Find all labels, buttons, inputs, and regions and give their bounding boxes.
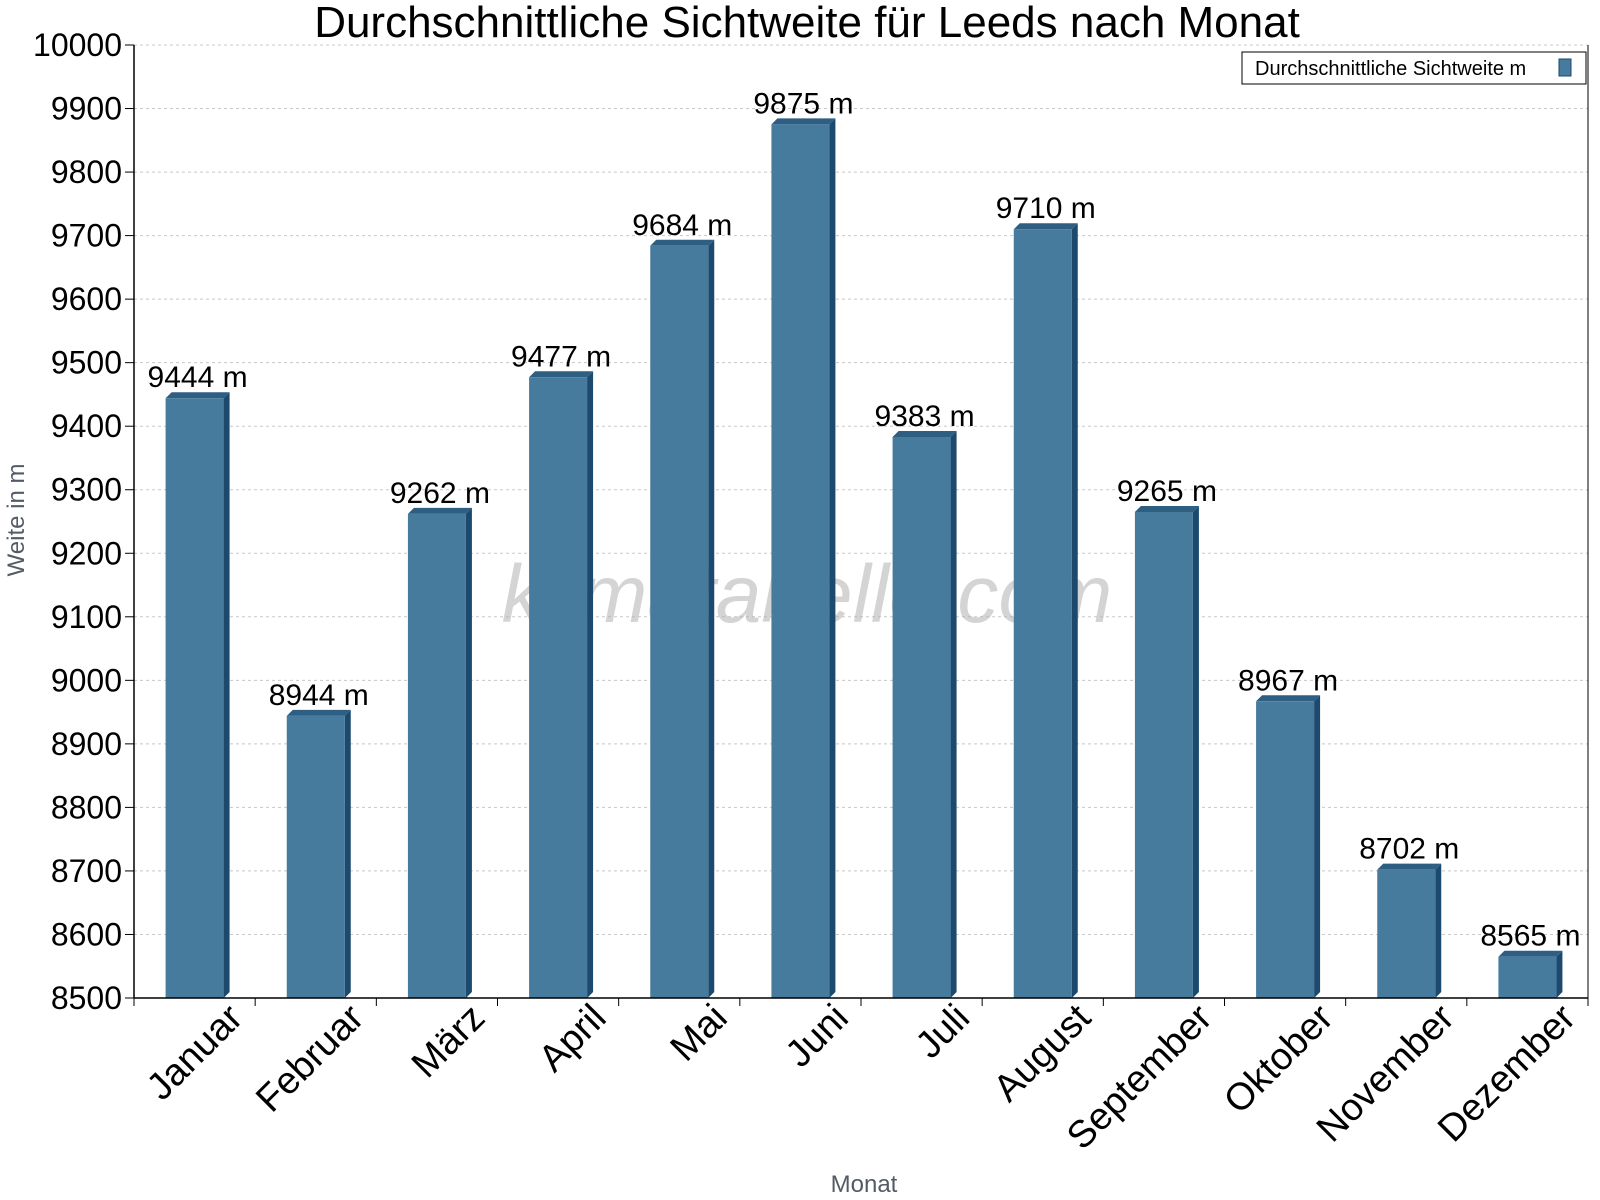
bar-value-label: 8565 m xyxy=(1480,920,1580,953)
y-axis-title: Weite in m xyxy=(3,464,30,577)
value-labels: 9444 m 8944 m 9262 m 9477 m 9684 m 9875 m 9383… xyxy=(148,87,1581,952)
bar-side xyxy=(950,431,957,998)
x-tick-label: April xyxy=(531,997,614,1080)
axes xyxy=(125,44,1589,1006)
bar-side xyxy=(708,239,715,999)
bar-top xyxy=(1377,863,1442,870)
bar-top xyxy=(1256,695,1321,702)
y-tick-label: 9300 xyxy=(51,472,122,508)
bar-side xyxy=(1556,950,1563,998)
bar xyxy=(1134,511,1193,998)
bar-side xyxy=(1071,223,1078,998)
bar xyxy=(1377,869,1436,998)
chart-title: Durchschnittliche Sichtweite für Leeds n… xyxy=(314,0,1300,47)
y-tick-label: 9800 xyxy=(51,154,122,190)
y-tick-label: 8800 xyxy=(51,789,122,825)
bar-value-label: 9265 m xyxy=(1117,475,1217,508)
x-tick-label: Januar xyxy=(139,996,251,1108)
bar-top xyxy=(407,507,472,514)
bar-top xyxy=(165,392,230,399)
bar-top xyxy=(1013,223,1078,230)
bar-top xyxy=(771,118,836,125)
y-tick-label: 9700 xyxy=(51,218,122,254)
x-tick-label: Februar xyxy=(248,996,372,1120)
legend-box xyxy=(1241,51,1587,85)
bar-value-label: 9262 m xyxy=(390,477,490,510)
bar-side xyxy=(465,507,472,998)
bar xyxy=(892,437,951,998)
bar-top xyxy=(286,709,351,716)
bar-value-label: 9444 m xyxy=(148,361,248,394)
bar-top xyxy=(892,431,957,438)
y-tick-label: 8700 xyxy=(51,853,122,889)
bar-value-label: 9875 m xyxy=(753,87,853,120)
bar-value-label: 8944 m xyxy=(269,679,369,712)
y-tick-label: 8500 xyxy=(51,980,122,1016)
y-tick-label: 8900 xyxy=(51,726,122,762)
bar xyxy=(1256,701,1315,998)
y-tick-label: 9500 xyxy=(51,345,122,381)
x-tick-label: März xyxy=(404,997,493,1086)
y-tick-label: 9100 xyxy=(51,599,122,635)
bar-side xyxy=(1314,695,1321,998)
y-tick-label: 10000 xyxy=(33,27,122,63)
bar-side xyxy=(1435,863,1442,998)
bar xyxy=(1013,229,1072,998)
bar xyxy=(529,377,588,999)
legend-label: Durchschnittliche Sichtweite m xyxy=(1255,58,1526,80)
bar xyxy=(1498,956,1557,998)
bar xyxy=(407,513,466,998)
bar xyxy=(286,715,345,998)
bar-value-label: 8702 m xyxy=(1359,833,1459,866)
bar-side xyxy=(587,371,594,999)
x-tick-label: Mai xyxy=(663,997,736,1070)
bar-value-label: 9383 m xyxy=(875,400,975,433)
y-tick-label: 9000 xyxy=(51,662,122,698)
bar-top xyxy=(529,371,594,378)
y-tick-label: 9900 xyxy=(51,91,122,127)
bar-value-label: 9710 m xyxy=(996,192,1096,225)
bar-side xyxy=(344,709,351,998)
x-tick-label: August xyxy=(986,996,1100,1110)
bar-top xyxy=(650,239,715,246)
bars xyxy=(165,118,1563,999)
y-tick-label: 9600 xyxy=(51,281,122,317)
legend: Durchschnittliche Sichtweite m xyxy=(1241,51,1587,85)
y-tick-label: 8600 xyxy=(51,916,122,952)
bar-top xyxy=(1498,950,1563,957)
legend-swatch xyxy=(1558,58,1572,77)
bar-value-label: 9684 m xyxy=(632,209,732,242)
y-tick-label: 9200 xyxy=(51,535,122,571)
bar-value-label: 9477 m xyxy=(511,340,611,373)
y-tick-label: 9400 xyxy=(51,408,122,444)
bar xyxy=(165,398,224,998)
x-tick-label: Juli xyxy=(908,997,978,1067)
bar-side xyxy=(829,118,836,998)
bar-side xyxy=(223,392,230,998)
grid-lines xyxy=(134,44,1588,935)
x-tick-label: Oktober xyxy=(1216,996,1342,1122)
bar-top xyxy=(1134,505,1199,512)
x-tick-label: Juni xyxy=(778,997,857,1076)
bar-value-label: 8967 m xyxy=(1238,664,1338,697)
bar-side xyxy=(1192,505,1199,998)
bar xyxy=(771,124,830,998)
bar xyxy=(650,245,709,999)
y-tick-labels: 8500 8600 8700 8800 8900 9000 9100 9200 9300 9400… xyxy=(33,27,122,1016)
x-axis-title: Monat xyxy=(831,1171,898,1198)
